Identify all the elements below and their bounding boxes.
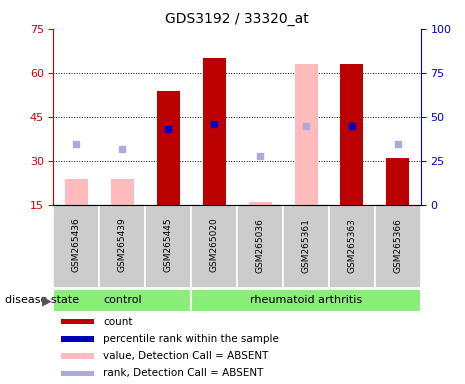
- Title: GDS3192 / 33320_at: GDS3192 / 33320_at: [165, 12, 309, 26]
- Text: value, Detection Call = ABSENT: value, Detection Call = ABSENT: [103, 351, 268, 361]
- Bar: [157, 91, 180, 205]
- Bar: [386, 158, 409, 205]
- Text: disease state: disease state: [5, 295, 79, 306]
- Bar: [53, 205, 100, 288]
- Bar: [61, 371, 94, 376]
- Bar: [111, 179, 134, 205]
- Text: control: control: [103, 295, 142, 306]
- Bar: [61, 319, 94, 324]
- Text: GSM265020: GSM265020: [210, 218, 219, 272]
- Bar: [203, 58, 226, 205]
- Text: ▶: ▶: [41, 294, 51, 307]
- Bar: [191, 289, 421, 312]
- Bar: [237, 205, 283, 288]
- Text: percentile rank within the sample: percentile rank within the sample: [103, 334, 279, 344]
- Text: GSM265363: GSM265363: [347, 218, 357, 273]
- Text: GSM265439: GSM265439: [118, 218, 127, 272]
- Text: GSM265361: GSM265361: [301, 218, 311, 273]
- Bar: [145, 205, 191, 288]
- Bar: [61, 336, 94, 342]
- Bar: [191, 205, 237, 288]
- Bar: [53, 289, 191, 312]
- Bar: [375, 205, 421, 288]
- Text: rheumatoid arthritis: rheumatoid arthritis: [250, 295, 362, 306]
- Bar: [283, 205, 329, 288]
- Bar: [100, 205, 145, 288]
- Bar: [65, 179, 88, 205]
- Text: count: count: [103, 316, 133, 327]
- Text: GSM265436: GSM265436: [72, 218, 81, 272]
- Bar: [329, 205, 375, 288]
- Bar: [294, 64, 318, 205]
- Bar: [249, 202, 272, 205]
- Text: GSM265366: GSM265366: [393, 218, 402, 273]
- Bar: [61, 353, 94, 359]
- Bar: [340, 64, 364, 205]
- Text: rank, Detection Call = ABSENT: rank, Detection Call = ABSENT: [103, 368, 264, 379]
- Text: GSM265445: GSM265445: [164, 218, 173, 272]
- Text: GSM265036: GSM265036: [256, 218, 265, 273]
